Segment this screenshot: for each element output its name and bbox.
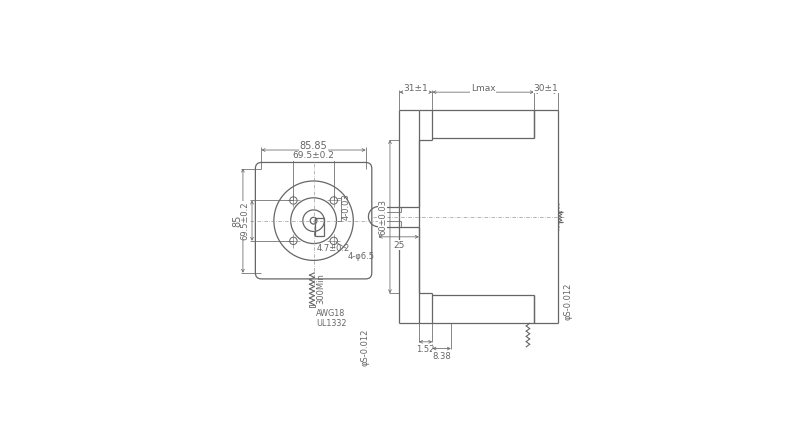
Text: 30±1: 30±1	[534, 84, 559, 93]
Bar	[316, 218, 324, 236]
Bar	[309, 305, 315, 307]
Text: 25: 25	[393, 241, 404, 250]
Text: 69.5±0.2: 69.5±0.2	[240, 201, 250, 240]
Text: 69.5±0.2: 69.5±0.2	[292, 151, 335, 160]
Text: 60±0.03: 60±0.03	[378, 199, 387, 235]
Text: φS-0.012: φS-0.012	[360, 328, 370, 366]
Text: Lmax: Lmax	[471, 84, 495, 93]
Text: 4-φ6.5: 4-φ6.5	[336, 242, 374, 261]
Text: 4-0.03: 4-0.03	[342, 193, 351, 220]
Text: 85: 85	[233, 215, 243, 227]
Text: 300Min: 300Min	[316, 274, 325, 304]
Text: φS-0.012: φS-0.012	[564, 283, 573, 320]
Text: AWG18
UL1332: AWG18 UL1332	[316, 309, 347, 328]
Text: 31±1: 31±1	[403, 84, 428, 93]
Text: 8.38: 8.38	[432, 352, 451, 361]
Text: 85.85: 85.85	[300, 141, 328, 151]
Text: 1.52: 1.52	[416, 345, 435, 354]
Text: 4.7±0.2: 4.7±0.2	[316, 244, 349, 253]
